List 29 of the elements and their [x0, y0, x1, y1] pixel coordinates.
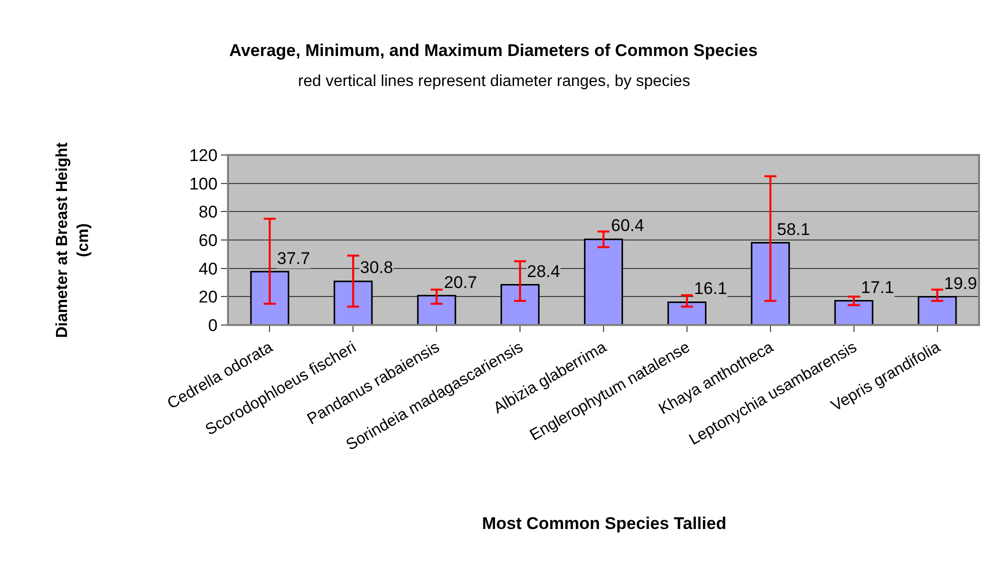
data-label: 30.8	[360, 258, 394, 277]
data-label: 16.1	[694, 279, 728, 298]
bar	[250, 270, 290, 325]
data-label: 20.7	[444, 273, 478, 292]
bar	[750, 242, 790, 325]
chart-subtitle: red vertical lines represent diameter ranges, by species	[298, 73, 690, 90]
y-tick-label: 40	[198, 259, 218, 278]
data-label: 60.4	[611, 216, 644, 235]
y-tick-label: 20	[198, 288, 218, 307]
data-label: 19.9	[944, 274, 978, 293]
y-tick-label: 60	[198, 230, 218, 250]
bar	[667, 301, 706, 325]
x-axis-title: Most Common Species Tallied	[482, 514, 726, 533]
bar	[334, 280, 373, 325]
bar	[918, 296, 957, 325]
y-tick-label: 100	[189, 174, 218, 194]
y-tick-label: 80	[198, 202, 218, 222]
y-tick-label: 120	[189, 146, 218, 165]
data-label: 28.4	[527, 262, 560, 281]
bar	[584, 238, 624, 325]
data-label: 17.1	[861, 278, 894, 297]
bar	[417, 294, 456, 325]
y-axis-title: Diameter at Breast Height (cm)	[54, 142, 92, 338]
bar	[834, 300, 874, 325]
chart-title: Average, Minimum, and Maximum Diameters of Common Species	[229, 40, 758, 60]
y-tick-label: 0	[208, 316, 218, 335]
data-label: 37.7	[277, 249, 310, 268]
bar	[500, 284, 540, 325]
data-label: 58.1	[777, 220, 810, 239]
